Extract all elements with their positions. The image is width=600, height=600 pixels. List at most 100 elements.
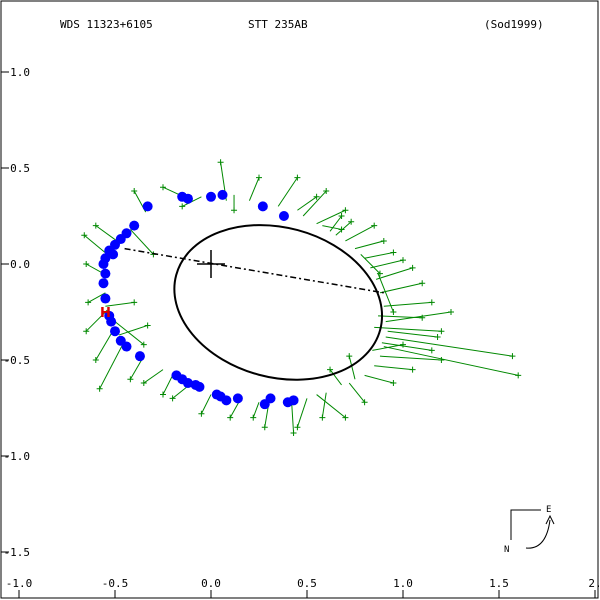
y-tick-label: 0.0 bbox=[10, 258, 30, 271]
observation-point bbox=[135, 351, 145, 361]
residual-marker bbox=[83, 261, 89, 267]
compass: E N bbox=[504, 505, 554, 555]
x-tick-label: 0.0 bbox=[201, 577, 221, 590]
residual-marker bbox=[390, 309, 396, 315]
residual-marker bbox=[390, 249, 396, 255]
pair-name: STT 235AB bbox=[248, 18, 308, 31]
residual-line bbox=[380, 283, 422, 293]
observation-point bbox=[100, 269, 110, 279]
residual-marker bbox=[346, 353, 352, 359]
residual-marker bbox=[515, 372, 521, 378]
residual-marker bbox=[429, 299, 435, 305]
residual-line bbox=[365, 375, 394, 383]
residual-line bbox=[345, 226, 374, 241]
residual-line bbox=[355, 241, 384, 249]
residual-marker bbox=[160, 392, 166, 398]
observation-point bbox=[129, 221, 139, 231]
orbit-reference: (Sod1999) bbox=[484, 18, 544, 31]
residual-line bbox=[96, 226, 117, 241]
residual-marker bbox=[294, 424, 300, 430]
x-tick-label: -1.0 bbox=[6, 577, 33, 590]
residual-line bbox=[297, 398, 307, 427]
residual-marker bbox=[291, 430, 297, 436]
compass-north-line bbox=[511, 510, 541, 540]
residual-marker bbox=[381, 238, 387, 244]
orbit-path bbox=[157, 203, 400, 402]
residual-marker bbox=[218, 159, 224, 165]
residual-line bbox=[370, 260, 403, 268]
residual-line bbox=[163, 375, 173, 394]
residual-line bbox=[365, 252, 394, 258]
residual-marker bbox=[319, 415, 325, 421]
y-tick-label: -1.5 bbox=[4, 546, 31, 559]
residual-marker bbox=[435, 334, 441, 340]
wds-identifier: WDS 11323+6105 bbox=[60, 18, 153, 31]
observation-point bbox=[108, 249, 118, 259]
residual-marker bbox=[256, 175, 262, 181]
residual-marker bbox=[141, 380, 147, 386]
residual-line bbox=[278, 178, 297, 207]
x-tick-label: 1.5 bbox=[489, 577, 509, 590]
residual-marker bbox=[227, 415, 233, 421]
observation-point bbox=[122, 342, 132, 352]
residual-line bbox=[322, 393, 326, 418]
residual-marker bbox=[231, 207, 237, 213]
observation-point bbox=[194, 382, 204, 392]
compass-east-label: E bbox=[546, 505, 551, 515]
y-tick-label: -1.0 bbox=[4, 450, 31, 463]
observation-point bbox=[110, 326, 120, 336]
residual-line bbox=[119, 325, 148, 335]
observation-point bbox=[216, 391, 226, 401]
residual-marker bbox=[419, 280, 425, 286]
residual-marker bbox=[342, 207, 348, 213]
observation-point bbox=[266, 393, 276, 403]
y-tick-label: -0.5 bbox=[4, 354, 31, 367]
observation-point bbox=[279, 211, 289, 221]
observation-point bbox=[98, 278, 108, 288]
residual-marker bbox=[410, 367, 416, 373]
residual-line bbox=[374, 327, 441, 331]
residual-marker bbox=[198, 411, 204, 417]
primary-star-cross bbox=[197, 250, 225, 278]
residual-marker bbox=[97, 386, 103, 392]
residual-marker bbox=[429, 347, 435, 353]
residual-marker bbox=[262, 424, 268, 430]
residual-marker bbox=[371, 223, 377, 229]
observation-point bbox=[183, 194, 193, 204]
x-tick-label: -0.5 bbox=[102, 577, 129, 590]
residual-marker bbox=[509, 353, 515, 359]
residual-marker bbox=[179, 203, 185, 209]
residual-marker bbox=[294, 175, 300, 181]
nodes-line bbox=[125, 249, 384, 293]
residual-line bbox=[292, 402, 294, 433]
x-tick-label: 2. bbox=[588, 577, 600, 590]
residual-line bbox=[374, 366, 412, 370]
residual-marker bbox=[131, 299, 137, 305]
residual-line bbox=[144, 370, 163, 383]
residual-marker bbox=[160, 184, 166, 190]
residual-line bbox=[349, 383, 364, 402]
observation-point bbox=[289, 395, 299, 405]
residual-line bbox=[201, 395, 211, 414]
y-tick-label: 1.0 bbox=[10, 66, 30, 79]
observation-point bbox=[143, 201, 153, 211]
x-tick-label: 1.0 bbox=[393, 577, 413, 590]
observation-point bbox=[218, 190, 228, 200]
residual-line bbox=[382, 343, 432, 351]
residual-line bbox=[388, 331, 438, 337]
axis-ticks: -1.0 -0.5 0.0 0.5 1.0 1.5 2. 1.0 0.5 0.0 -0.5 -1.0 -… bbox=[1, 66, 600, 598]
residual-marker bbox=[131, 188, 137, 194]
residual-marker bbox=[85, 299, 91, 305]
hipparcos-marker: H bbox=[100, 306, 111, 321]
residual-line bbox=[297, 197, 316, 210]
residual-line bbox=[84, 235, 107, 254]
residual-marker bbox=[438, 328, 444, 334]
line-of-nodes bbox=[125, 249, 384, 293]
residual-marker bbox=[438, 357, 444, 363]
residual-marker bbox=[127, 376, 133, 382]
observation-point bbox=[100, 294, 110, 304]
orbit-ellipse bbox=[157, 203, 400, 402]
compass-arrow bbox=[526, 520, 550, 548]
